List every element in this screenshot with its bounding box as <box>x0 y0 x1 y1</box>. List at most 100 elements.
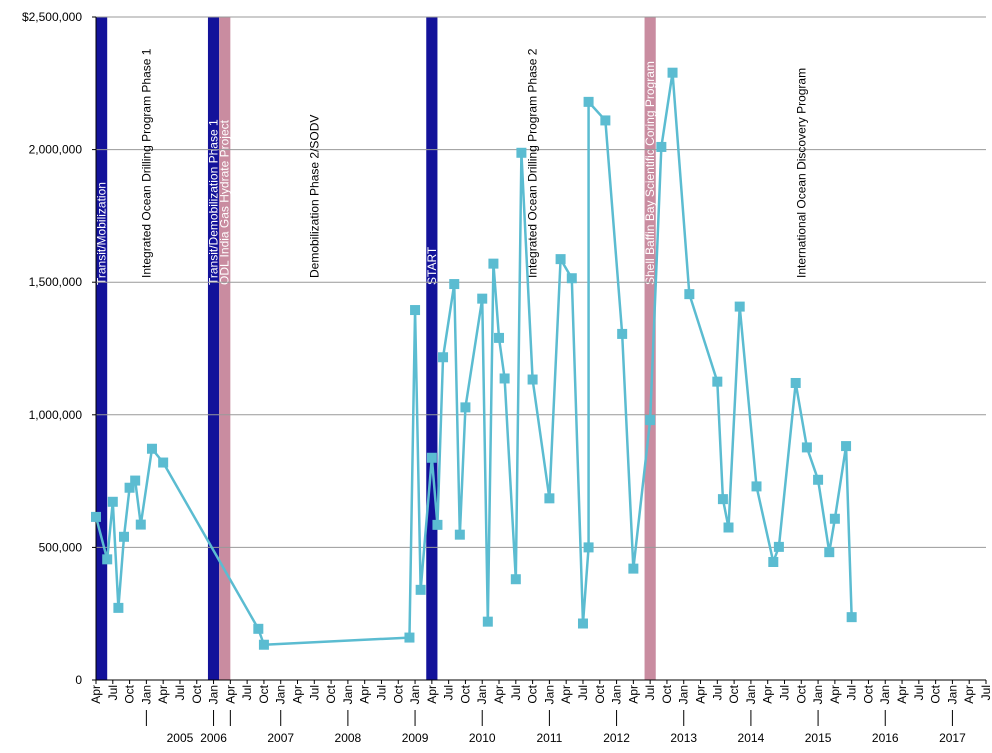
data-point <box>510 574 521 585</box>
x-tick-label: Jan <box>811 685 825 704</box>
year-label: 2012 <box>603 731 630 745</box>
x-tick-label: Apr <box>425 685 439 704</box>
period-band-label: ODL India Gas Hydrate Project <box>218 119 232 285</box>
data-point <box>516 147 527 158</box>
period-band <box>426 17 438 680</box>
year-label: 2013 <box>670 731 697 745</box>
period-bands: Transit/Mobilization Transit/Demobilizati… <box>95 17 657 680</box>
year-label: 2010 <box>469 731 496 745</box>
x-tick-label: Jul <box>307 685 321 700</box>
x-tick-label: Jul <box>979 685 992 700</box>
data-point <box>130 475 141 486</box>
x-tick-label: Oct <box>794 684 808 703</box>
x-tick-label: Jul <box>912 685 926 700</box>
x-tick-label: Jul <box>106 685 120 700</box>
x-tick-label: Apr <box>156 685 170 704</box>
data-point <box>415 584 426 595</box>
x-tick-label: Oct <box>458 684 472 703</box>
data-point <box>158 457 169 468</box>
x-tick-label: Jul <box>710 685 724 700</box>
y-tick-label: 0 <box>75 673 82 687</box>
period-label: Integrated Ocean Drilling Program Phase … <box>526 48 540 278</box>
x-tick-label: Jul <box>173 685 187 700</box>
data-point <box>494 332 505 343</box>
x-tick-label: Apr <box>895 685 909 704</box>
x-tick-label: Oct <box>660 684 674 703</box>
x-tick-label: Jan <box>408 685 422 704</box>
y-axis-tick-labels: 0 500,000 1,000,000 1,500,000 2,000,000 $2,50… <box>22 10 82 687</box>
data-point <box>410 305 421 316</box>
data-point <box>813 474 824 485</box>
data-point <box>544 493 555 504</box>
data-point <box>751 481 762 492</box>
data-point <box>712 376 723 387</box>
year-label: 2009 <box>402 731 429 745</box>
x-tick-label: Apr <box>626 685 640 704</box>
x-tick-label: Oct <box>190 684 204 703</box>
y-tick-label: 1,000,000 <box>29 408 83 422</box>
year-label: 2006 <box>200 731 227 745</box>
x-tick-label: Jul <box>777 685 791 700</box>
period-band-label: Transit/Demobilization Phase 1 <box>207 119 221 285</box>
year-label: 2008 <box>335 731 362 745</box>
x-tick-label: Oct <box>324 684 338 703</box>
data-point <box>617 328 628 339</box>
y-tick-label: 2,000,000 <box>29 143 83 157</box>
data-point <box>482 616 493 627</box>
x-tick-label: Apr <box>828 685 842 704</box>
period-band-label: START <box>425 246 439 285</box>
series-polyline <box>94 71 853 646</box>
data-point <box>499 373 510 384</box>
data-point <box>723 522 734 533</box>
x-tick-label: Jan <box>274 685 288 704</box>
x-tick-label: Jul <box>374 685 388 700</box>
x-tick-label: Apr <box>492 685 506 704</box>
data-point <box>773 541 784 552</box>
x-tick-label: Oct <box>257 684 271 703</box>
period-band-label: Shell Baffin Bay Scientific Coring Progr… <box>643 61 657 285</box>
data-point <box>829 513 840 524</box>
x-tick-label: Jul <box>240 685 254 700</box>
data-point <box>253 623 264 634</box>
period-band <box>207 17 220 680</box>
x-tick-label: Jul <box>442 685 456 700</box>
x-tick-label: Jul <box>576 685 590 700</box>
x-tick-label: Jan <box>139 685 153 704</box>
x-tick-label: Oct <box>526 684 540 703</box>
data-point <box>684 289 695 300</box>
period-label: Integrated Ocean Drilling Program Phase … <box>139 48 153 278</box>
data-point <box>438 352 449 363</box>
x-tick-label: Apr <box>358 685 372 704</box>
data-point <box>258 639 269 650</box>
data-point <box>477 293 488 304</box>
x-axis-tick-labels: Apr Jul Oct Jan Apr Jul Oct Jan Apr Jul Oct Jan Apr J… <box>89 684 992 704</box>
data-point <box>790 377 801 388</box>
x-tick-label: Jan <box>610 685 624 704</box>
period-band <box>219 17 231 680</box>
data-point <box>801 442 812 453</box>
y-tick-label: 500,000 <box>39 540 83 554</box>
data-point <box>454 529 465 540</box>
x-tick-label: Jul <box>509 685 523 700</box>
y-tick-label: $2,500,000 <box>22 10 82 24</box>
data-point <box>449 279 460 290</box>
x-tick-label: Jan <box>878 685 892 704</box>
data-point <box>768 556 779 567</box>
x-tick-label: Oct <box>727 684 741 703</box>
data-point <box>107 496 118 507</box>
data-point <box>824 547 835 558</box>
data-point <box>432 519 443 530</box>
x-tick-label: Apr <box>761 685 775 704</box>
x-tick-label: Jul <box>643 685 657 700</box>
data-point <box>583 96 594 107</box>
axes <box>92 16 987 726</box>
data-point <box>102 554 113 565</box>
data-point <box>667 67 678 78</box>
period-band-label: Transit/Mobilization <box>95 182 109 285</box>
year-label: 2014 <box>738 731 765 745</box>
data-point <box>488 258 499 269</box>
data-point <box>135 519 146 530</box>
x-tick-label: Jan <box>542 685 556 704</box>
series-line <box>94 71 853 646</box>
